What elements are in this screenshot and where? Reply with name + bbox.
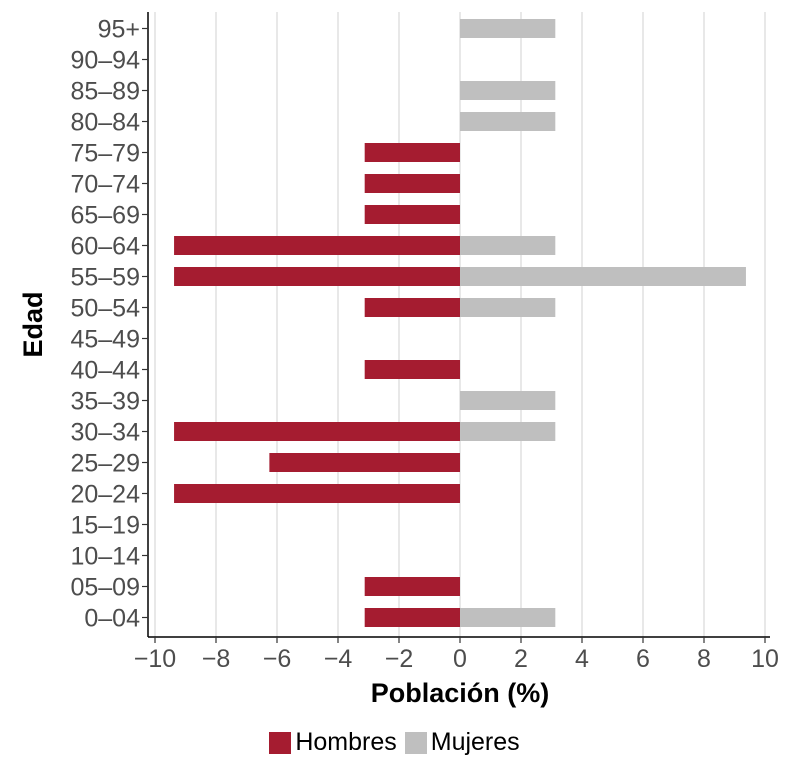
x-tick-label-7: 4 — [575, 645, 589, 673]
x-tick-label-5: 0 — [453, 645, 467, 673]
bar-hombres-10 — [364, 298, 460, 317]
bar-hombres-13 — [364, 205, 460, 224]
x-tick-label-3: −4 — [324, 645, 353, 673]
bar-hombres-1 — [364, 577, 460, 596]
x-tick-label-6: 2 — [514, 645, 528, 673]
legend-swatch-mujeres — [404, 731, 427, 754]
legend: Hombres Mujeres — [0, 728, 789, 757]
y-tick-label-4: 20–24 — [70, 481, 140, 509]
x-axis-title: Población (%) — [371, 678, 550, 708]
grid-lines — [154, 12, 766, 637]
bar-hombres-12 — [174, 236, 460, 255]
x-tick-label-4: −2 — [385, 645, 414, 673]
y-tick-label-2: 10–14 — [70, 543, 140, 571]
bar-mujeres-6 — [460, 422, 556, 441]
bar-mujeres-12 — [460, 236, 556, 255]
y-axis-title: Edad — [18, 291, 48, 357]
y-tick-label-16: 80–84 — [70, 109, 140, 137]
bar-mujeres-7 — [460, 391, 556, 410]
y-tick-label-18: 90–94 — [70, 47, 140, 75]
x-tick-label-1: −8 — [202, 645, 231, 673]
y-tick-label-8: 40–44 — [70, 357, 140, 385]
y-tick-label-15: 75–79 — [70, 140, 140, 168]
y-tick-label-1: 05–09 — [70, 574, 140, 602]
y-tick-label-13: 65–69 — [70, 202, 140, 230]
x-tick-label-9: 8 — [697, 645, 711, 673]
legend-swatch-hombres — [269, 731, 292, 754]
y-tick-label-17: 85–89 — [70, 78, 140, 106]
x-tick-label-10: 10 — [751, 645, 779, 673]
y-tick-label-7: 35–39 — [70, 388, 140, 416]
bars — [174, 19, 746, 627]
bar-mujeres-19 — [460, 19, 556, 38]
bar-hombres-0 — [364, 608, 460, 627]
y-tick-labels: 0–04 05–09 10–14 15–19 20–24 25–29 30–34 35–39 4… — [70, 16, 140, 633]
bar-hombres-11 — [174, 267, 460, 286]
bar-hombres-15 — [364, 143, 460, 162]
axes — [142, 12, 770, 643]
bar-hombres-4 — [174, 484, 460, 503]
legend-item-mujeres: Mujeres — [404, 728, 520, 757]
bar-mujeres-0 — [460, 608, 556, 627]
bar-hombres-5 — [269, 453, 460, 472]
y-tick-label-12: 60–64 — [70, 233, 140, 261]
y-tick-label-0: 0–04 — [84, 605, 140, 633]
x-tick-label-8: 6 — [636, 645, 650, 673]
x-tick-label-0: −10 — [134, 645, 176, 673]
legend-label-mujeres: Mujeres — [430, 728, 520, 756]
bar-mujeres-10 — [460, 298, 556, 317]
y-tick-label-5: 25–29 — [70, 450, 140, 478]
x-tick-labels: −10 −8 −6 −4 −2 0 2 4 6 8 10 — [134, 645, 779, 673]
legend-label-hombres: Hombres — [295, 728, 397, 756]
legend-item-hombres: Hombres — [269, 728, 397, 757]
bar-hombres-14 — [364, 174, 460, 193]
y-tick-label-3: 15–19 — [70, 512, 140, 540]
bar-hombres-6 — [174, 422, 460, 441]
y-tick-label-10: 50–54 — [70, 295, 140, 323]
y-tick-label-19: 95+ — [98, 16, 140, 44]
bar-mujeres-16 — [460, 112, 556, 131]
y-tick-label-9: 45–49 — [70, 326, 140, 354]
bar-mujeres-17 — [460, 81, 556, 100]
y-tick-label-14: 70–74 — [70, 171, 140, 199]
y-tick-label-6: 30–34 — [70, 419, 140, 447]
x-tick-label-2: −6 — [263, 645, 292, 673]
bar-hombres-8 — [364, 360, 460, 379]
bar-mujeres-11 — [460, 267, 746, 286]
y-tick-label-11: 55–59 — [70, 264, 140, 292]
population-pyramid-chart: 0–04 05–09 10–14 15–19 20–24 25–29 30–34 35–39 4… — [18, 12, 779, 708]
